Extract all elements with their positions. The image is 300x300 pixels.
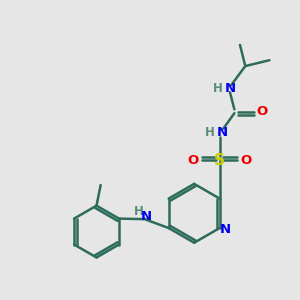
Text: S: S <box>214 153 225 168</box>
Text: H: H <box>213 82 223 95</box>
Text: N: N <box>217 126 228 139</box>
Text: H: H <box>205 126 215 139</box>
Text: O: O <box>257 105 268 118</box>
Text: O: O <box>188 154 199 167</box>
Text: H: H <box>134 205 144 218</box>
Text: N: N <box>225 82 236 95</box>
Text: N: N <box>141 210 152 223</box>
Text: O: O <box>241 154 252 167</box>
Text: N: N <box>219 223 230 236</box>
